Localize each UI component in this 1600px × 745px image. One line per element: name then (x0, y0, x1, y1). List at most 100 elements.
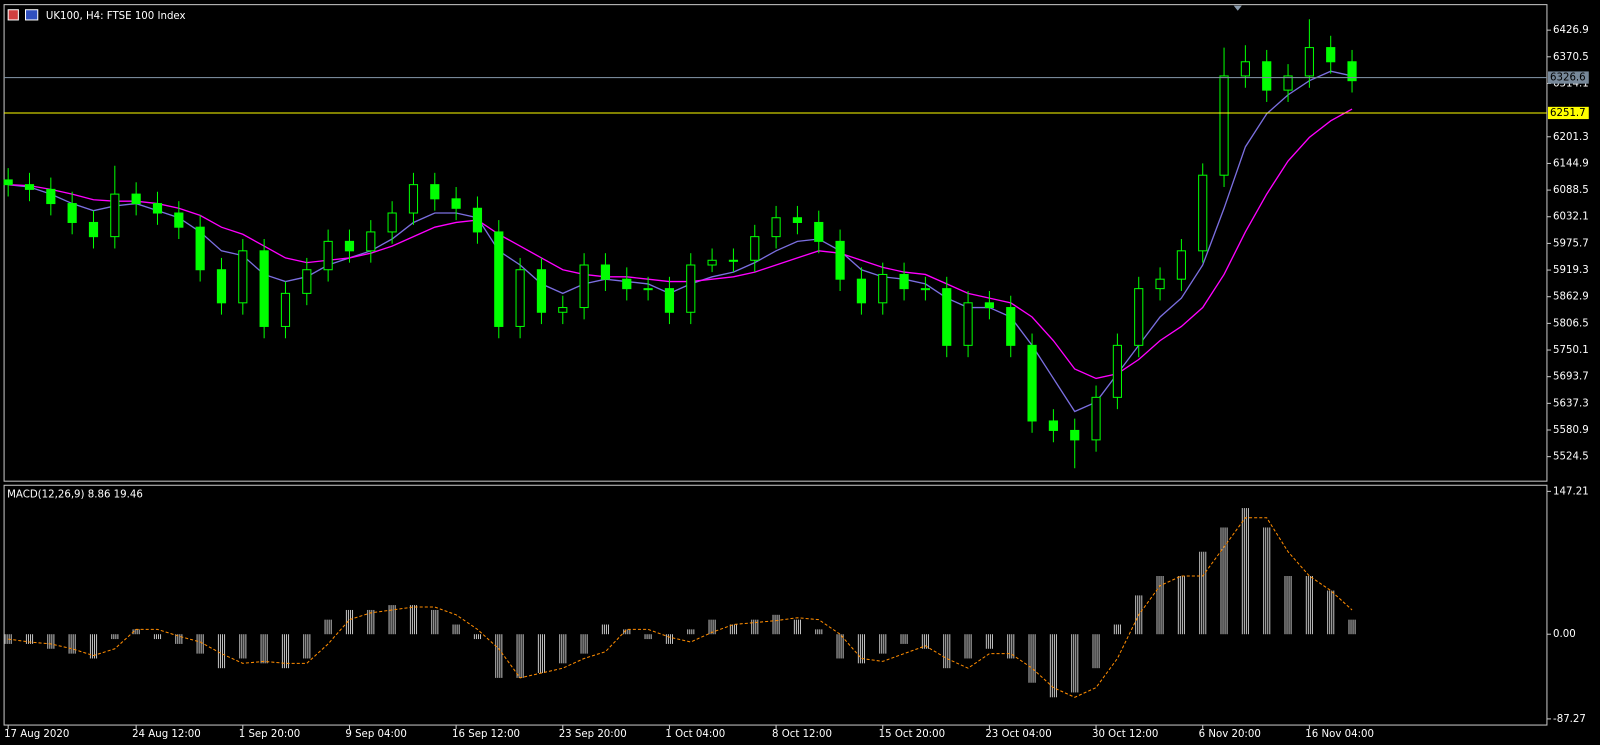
price-label: 6251.7 (1550, 108, 1586, 119)
candle-body (792, 217, 803, 223)
indicator-title: MACD(12,26,9) 8.86 19.46 (7, 489, 143, 500)
candle-body (1219, 75, 1229, 176)
y-tick-label: 5862.9 (1553, 292, 1589, 303)
candle-body (1155, 278, 1165, 290)
candle-body (1347, 61, 1357, 82)
candle-body (1027, 344, 1037, 422)
candle-body (24, 184, 35, 190)
y-tick-label: 5693.7 (1553, 372, 1589, 383)
price-label: 6326.6 (1550, 73, 1586, 84)
candle-body (515, 269, 525, 327)
candle-body (878, 273, 888, 304)
candle-body (259, 250, 269, 327)
candle-body (238, 250, 248, 304)
price-label-bg (1547, 71, 1589, 84)
flag-icon (25, 9, 39, 21)
candle-body (344, 240, 355, 252)
candle-body (494, 231, 504, 327)
candle-body (280, 292, 291, 327)
candle-body (728, 259, 739, 262)
x-tick-label: 23 Sep 20:00 (559, 729, 627, 740)
candle-body (88, 221, 99, 238)
y-tick-label: -87.27 (1553, 714, 1586, 725)
candle-body (643, 288, 653, 291)
y-tick-label: 6370.5 (1553, 52, 1589, 63)
y-tick-label: 5580.9 (1553, 425, 1589, 436)
candle-body (1070, 429, 1080, 441)
y-tick-label: 6201.3 (1553, 132, 1589, 143)
candle-body (750, 236, 760, 261)
candle-body (1240, 61, 1250, 77)
candle-body (707, 259, 717, 266)
candle-body (771, 217, 781, 238)
signal-line (8, 517, 1353, 698)
candle-body (46, 188, 56, 205)
y-tick-label: 6144.9 (1553, 158, 1589, 169)
candle-body (408, 184, 419, 214)
x-tick-label: 16 Nov 04:00 (1305, 729, 1374, 740)
moving-average (8, 108, 1353, 380)
candle-body (451, 198, 461, 209)
x-tick-label: 15 Oct 20:00 (879, 729, 945, 740)
candle-body (1112, 344, 1122, 398)
chart-title: UK100, H4: FTSE 100 Index (46, 11, 186, 22)
y-tick-label: 6032.1 (1553, 212, 1589, 223)
x-tick-label: 23 Oct 04:00 (985, 729, 1051, 740)
candle-body (856, 278, 867, 304)
candle-body (1304, 47, 1314, 77)
candle-body (323, 240, 333, 271)
candle-body (1134, 288, 1144, 346)
candle-body (67, 203, 77, 223)
candle-body (814, 221, 824, 242)
candle-body (131, 193, 141, 205)
candle-body (664, 288, 675, 313)
candle-body (387, 212, 397, 233)
y-tick-label: 5637.3 (1553, 398, 1589, 409)
plot-layer: 6426.9 6370.5 6314.1 6201.3 6144.9 6088.5 6032… (3, 19, 1589, 740)
symbol-icon (7, 9, 19, 21)
y-tick-label: 5806.5 (1553, 318, 1589, 329)
candle-body (1198, 174, 1208, 252)
candle-body (195, 226, 205, 271)
candle-body (216, 269, 227, 304)
macd-panel-frame (3, 484, 1548, 726)
candle-body (1048, 420, 1058, 431)
x-tick-label: 30 Oct 12:00 (1092, 729, 1158, 740)
candle-body (536, 269, 547, 313)
y-tick-label: 0.00 (1553, 629, 1576, 640)
candle-body (942, 288, 952, 346)
candle-body (579, 264, 589, 309)
candle-body (3, 179, 13, 186)
candle-body (1283, 75, 1293, 91)
candle-body (600, 264, 611, 280)
candle-body (899, 273, 909, 290)
candle-body (963, 302, 973, 346)
candle-body (835, 240, 845, 280)
candle-body (110, 193, 120, 238)
y-tick-label: 6426.9 (1553, 25, 1589, 36)
candle-body (366, 231, 376, 252)
candle-body (472, 207, 483, 233)
x-tick-label: 8 Oct 12:00 (772, 729, 832, 740)
x-tick-label: 1 Oct 04:00 (665, 729, 725, 740)
candle-body (1262, 61, 1272, 91)
candle-body (1006, 307, 1016, 346)
price-label-bg (1547, 106, 1589, 120)
candle-body (152, 203, 163, 214)
y-tick-label: 6088.5 (1553, 185, 1589, 196)
candle-body (558, 307, 568, 313)
y-tick-label: 5524.5 (1553, 452, 1589, 463)
y-tick-label: 5919.3 (1553, 265, 1589, 276)
candle-body (1091, 396, 1101, 441)
y-tick-label: 5975.7 (1553, 238, 1589, 249)
candle-body (984, 302, 994, 309)
y-tick-label: 6314.1 (1553, 78, 1589, 89)
candle-body (622, 278, 632, 290)
x-tick-label: 17 Aug 2020 (4, 729, 69, 740)
moving-average (8, 70, 1353, 413)
candle-body (302, 269, 312, 294)
candle-body (1326, 47, 1336, 63)
x-tick-label: 1 Sep 20:00 (239, 729, 301, 740)
